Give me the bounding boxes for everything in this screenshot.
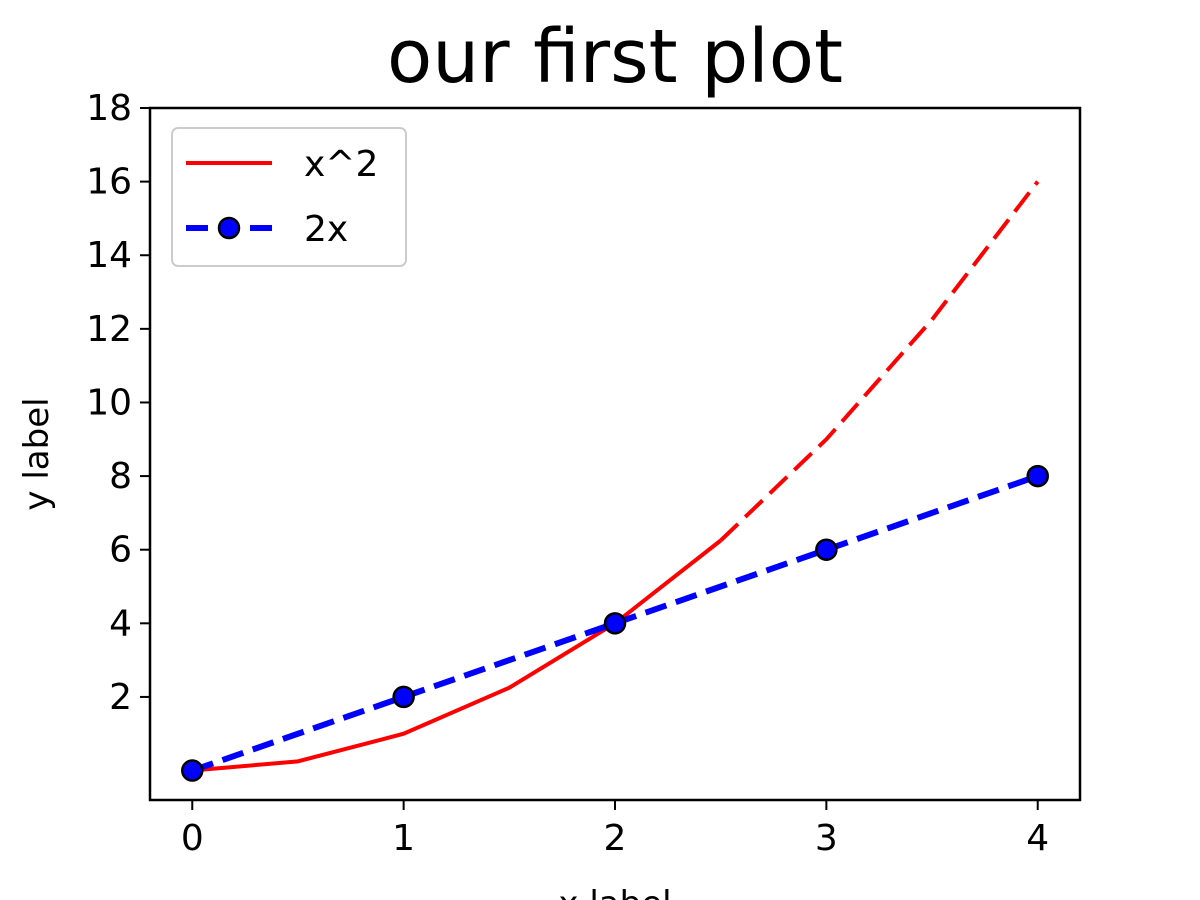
y-tick-label: 16 — [86, 162, 132, 203]
y-tick-label: 2 — [109, 677, 132, 718]
legend: x^2 2x — [171, 127, 407, 267]
series-2x-point — [603, 612, 627, 635]
y-tick-label: 6 — [109, 530, 132, 571]
y-tick-label: 18 — [86, 88, 132, 129]
y-axis-label: y label — [17, 397, 57, 510]
series-layer — [181, 180, 1049, 782]
x-tick-label: 0 — [181, 818, 204, 859]
y-tick-label: 4 — [109, 603, 132, 644]
y-axis-ticks: 2 4 6 8 10 12 14 16 18 — [86, 88, 150, 718]
x-tick-label: 4 — [1026, 818, 1049, 859]
x-tick-label: 2 — [604, 818, 627, 859]
series-2x-line — [191, 473, 1039, 774]
series-2x-point — [815, 538, 838, 561]
legend-label-x2: x^2 — [304, 144, 378, 185]
x-axis-ticks: 0 1 2 3 4 — [181, 800, 1049, 859]
y-tick-label: 8 — [109, 456, 132, 497]
series-x2-solid-line — [192, 538, 722, 773]
x-tick-label: 1 — [392, 818, 415, 859]
y-tick-label: 14 — [86, 235, 132, 276]
series-2x-point — [392, 685, 415, 709]
legend-marker-2x — [217, 216, 241, 240]
series-2x-point — [1026, 464, 1049, 488]
series-x2-dashed-line — [719, 180, 1040, 542]
y-tick-label: 12 — [86, 309, 132, 350]
chart-title: our first plot — [387, 14, 843, 100]
y-tick-label: 10 — [86, 382, 132, 423]
x-tick-label: 3 — [815, 818, 838, 859]
series-2x-point — [181, 759, 204, 782]
legend-label-2x: 2x — [304, 209, 348, 250]
x-axis-label: x label — [558, 884, 671, 900]
